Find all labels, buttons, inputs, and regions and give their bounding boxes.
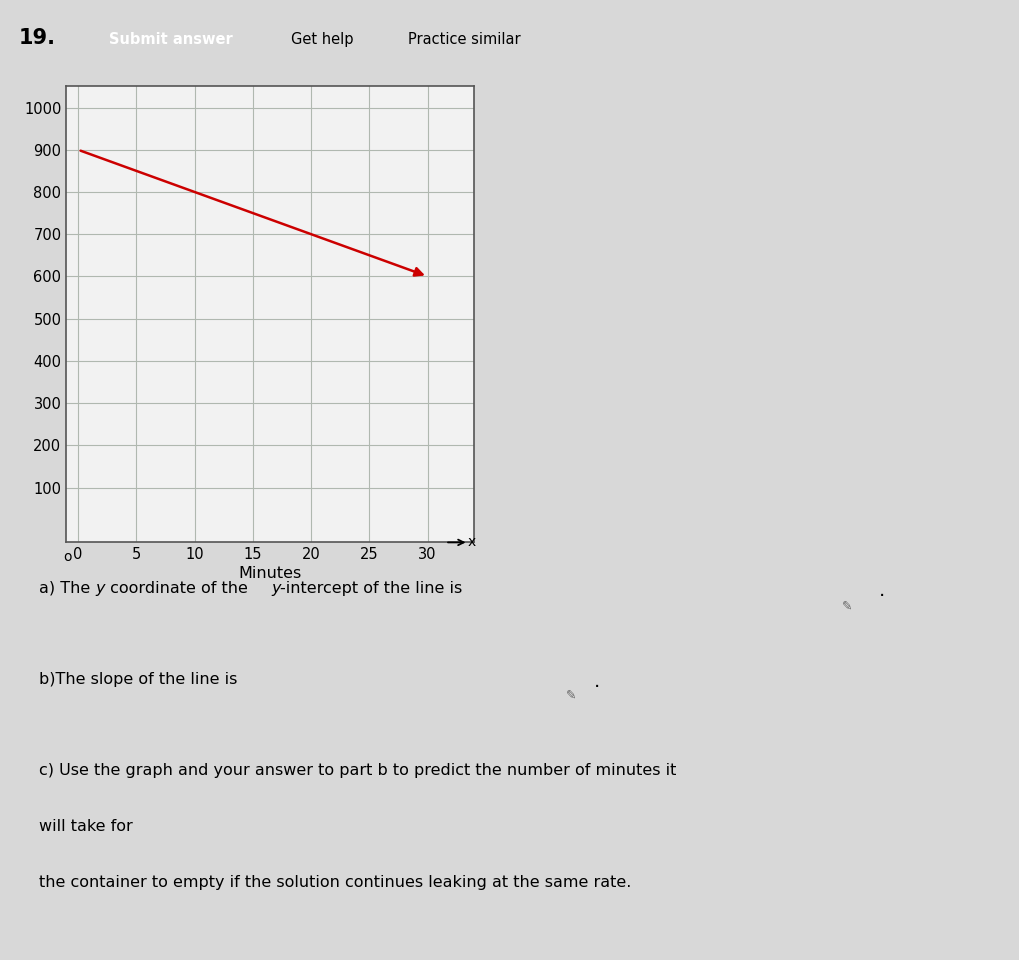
Text: .: . [593,672,599,691]
Text: the container to empty if the solution continues leaking at the same rate.: the container to empty if the solution c… [39,875,631,890]
Text: o: o [63,550,72,564]
Text: y: y [271,581,280,596]
Text: c) Use the graph and your answer to part b to predict the number of minutes it: c) Use the graph and your answer to part… [39,763,676,779]
Text: will take for: will take for [39,819,132,834]
Text: ✎: ✎ [842,599,852,612]
Text: Practice similar: Practice similar [408,32,521,47]
Text: Submit answer: Submit answer [109,32,232,47]
Text: Get help: Get help [290,32,353,47]
Text: .: . [878,581,884,600]
Text: a) The: a) The [39,581,95,596]
Text: 19.: 19. [18,29,55,48]
Text: b)The slope of the line is: b)The slope of the line is [39,672,236,687]
Text: ✎: ✎ [566,688,576,702]
Text: -intercept of the line is: -intercept of the line is [280,581,463,596]
Text: y: y [96,581,105,596]
Text: x: x [468,536,476,549]
X-axis label: Minutes: Minutes [238,566,302,582]
Text: coordinate of the: coordinate of the [105,581,253,596]
